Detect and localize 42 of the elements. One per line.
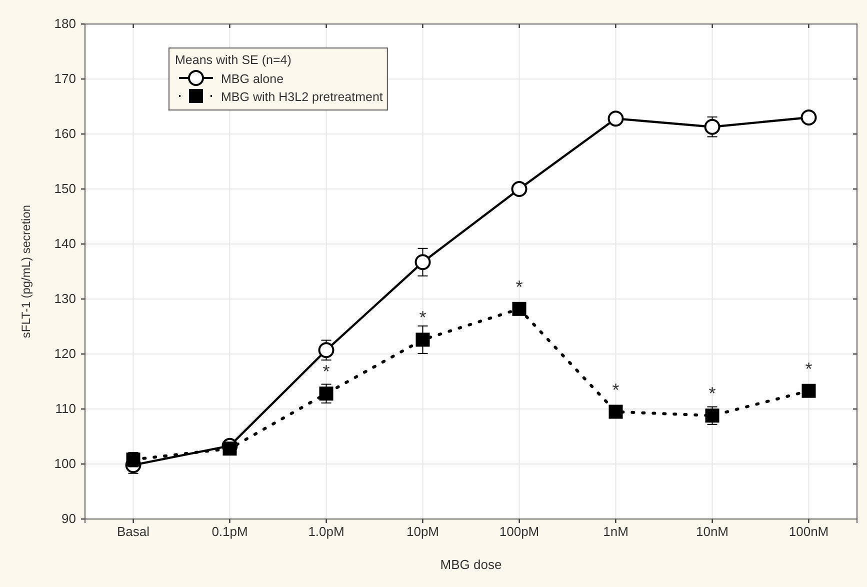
y-tick-label: 180 (54, 16, 76, 32)
x-tick-label: 0.1pM (212, 524, 248, 539)
x-tick-label: Basal (116, 524, 150, 539)
y-tick-label: 170 (54, 71, 76, 86)
y-tick-label: 140 (54, 236, 76, 252)
point (414, 254, 431, 270)
point (704, 118, 720, 135)
point (802, 384, 816, 398)
annotation: * (516, 276, 523, 297)
point (512, 302, 526, 316)
y-tick-label: 120 (54, 346, 76, 362)
y-tick-label: 160 (54, 126, 76, 142)
point (511, 181, 528, 197)
y-tick-label: 110 (55, 401, 76, 416)
point (222, 442, 237, 456)
point (800, 110, 817, 126)
annotation: * (805, 358, 812, 379)
legend-label: MBG with H3L2 pretreatment (221, 90, 384, 104)
point (608, 110, 624, 127)
x-tick-label: 10pM (406, 524, 440, 539)
point (416, 332, 430, 347)
y-tick-label: 130 (54, 291, 76, 306)
legend-title: Means with SE (n=4) (175, 53, 292, 67)
legend-label: MBG alone (221, 72, 284, 86)
point (608, 404, 623, 419)
x-tick-label: 100nM (788, 524, 829, 539)
x-tick-label: 10nM (696, 524, 729, 539)
x-axis-title: MBG dose (440, 557, 502, 572)
x-tick-label: 1nM (603, 524, 628, 539)
x-tick-label: 100pM (499, 524, 540, 539)
y-tick-label: 90 (62, 511, 76, 526)
point (705, 408, 720, 423)
annotation: * (419, 308, 426, 328)
point (319, 386, 334, 401)
annotation: * (708, 384, 716, 404)
x-tick-label: 1.0pM (308, 524, 344, 539)
y-tick-label: 150 (54, 181, 76, 196)
annotation: * (322, 362, 330, 382)
annotation: * (612, 380, 620, 400)
point (318, 342, 334, 358)
y-tick-label: 100 (54, 456, 76, 472)
y-axis-title: sFLT-1 (pg/mL) secretion (19, 204, 33, 338)
